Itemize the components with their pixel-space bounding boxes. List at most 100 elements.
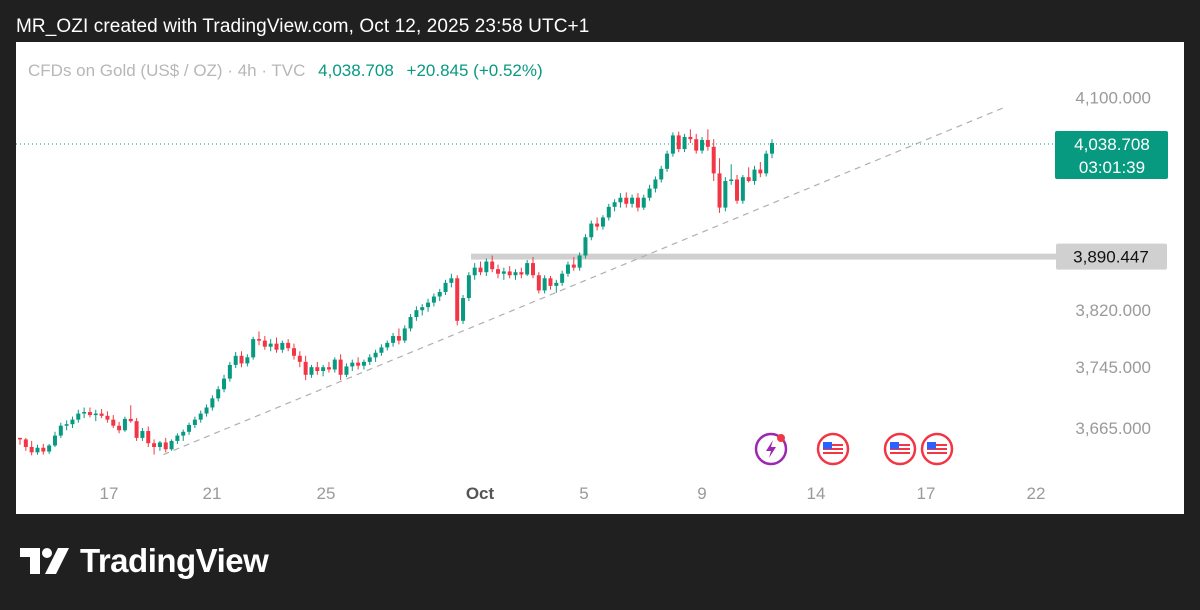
candle-body — [402, 328, 407, 341]
candle-body — [326, 367, 331, 370]
candle-body — [560, 273, 565, 283]
candle-body — [746, 177, 751, 181]
candle-body — [764, 153, 769, 174]
candles — [18, 129, 774, 456]
candle — [461, 295, 466, 324]
candle-body — [268, 343, 273, 347]
candle-countdown: 03:01:39 — [1079, 158, 1145, 177]
candle-body — [565, 264, 570, 274]
symbol-legend: CFDs on Gold (US$ / OZ) · 4h · TVC 4,038… — [28, 61, 543, 81]
flag-stripe — [890, 452, 910, 454]
candle-body — [204, 407, 209, 414]
flag-canton — [890, 442, 899, 449]
x-tick-label: 17 — [100, 484, 119, 503]
candle — [47, 443, 52, 454]
candle — [321, 364, 326, 377]
us-flag-icon[interactable] — [816, 432, 850, 466]
candle — [705, 129, 710, 151]
candle-body — [700, 139, 705, 151]
level-price-label: 3,890.447 — [1073, 248, 1149, 267]
candle — [152, 439, 157, 455]
event-dot — [777, 434, 785, 442]
candle — [402, 325, 407, 343]
candle-body — [198, 413, 203, 420]
lightning-event-icon[interactable] — [754, 432, 788, 466]
candle — [134, 418, 139, 441]
candle-body — [659, 168, 664, 180]
candle — [455, 275, 460, 326]
x-tick-label: 21 — [203, 484, 222, 503]
candle — [496, 264, 501, 279]
candle-body — [303, 361, 308, 375]
candle-body — [356, 362, 361, 366]
price-chart[interactable]: 4,200.0004,100.0003,820.0003,745.0003,66… — [16, 42, 1184, 514]
candle-body — [408, 317, 413, 329]
tradingview-logo-icon — [20, 548, 69, 574]
flag-stripe — [890, 444, 910, 446]
candle — [315, 361, 320, 375]
candle-body — [513, 272, 518, 276]
candle-body — [536, 275, 541, 291]
trendline-segment[interactable] — [163, 105, 1007, 456]
candle-body — [367, 357, 372, 362]
candle-body — [705, 139, 710, 147]
candle — [93, 409, 98, 422]
candle — [216, 386, 221, 402]
candle-body — [23, 439, 28, 447]
event-markers[interactable] — [754, 432, 954, 466]
candle — [630, 194, 635, 208]
candle — [519, 267, 524, 279]
candle-body — [735, 179, 740, 201]
candle-body — [41, 447, 46, 452]
candle-body — [99, 413, 104, 416]
candle-body — [29, 447, 34, 453]
tradingview-brand: TradingView — [18, 542, 269, 579]
candle — [268, 339, 273, 352]
candle — [740, 174, 745, 204]
candle — [466, 272, 471, 302]
candle-body — [665, 153, 670, 169]
candle-body — [461, 298, 466, 321]
chart-panel[interactable]: 4,200.0004,100.0003,820.0003,745.0003,66… — [16, 42, 1184, 514]
price-tag — [1055, 130, 1168, 179]
candle-body — [676, 135, 681, 150]
us-flag-icon[interactable] — [883, 432, 917, 466]
candle-body — [583, 237, 588, 256]
candle — [29, 440, 34, 456]
candle — [303, 355, 308, 381]
candle — [589, 220, 594, 241]
candle — [326, 361, 331, 373]
horizontal-level[interactable]: 3,890.447 — [471, 243, 1167, 270]
candle-body — [373, 352, 378, 358]
candle-body — [152, 443, 157, 447]
candle — [373, 349, 378, 362]
candle — [606, 203, 611, 221]
candle — [700, 136, 705, 154]
candle-body — [58, 425, 63, 436]
candle — [635, 193, 640, 212]
candle-body — [274, 343, 279, 350]
flag-stripe — [890, 448, 910, 450]
current-price-line: 4,038.708 03:01:39 — [16, 130, 1168, 179]
candle-body — [321, 367, 326, 371]
us-flag-icon[interactable] — [920, 432, 954, 466]
last-price: 4,038.708 — [318, 61, 394, 80]
candle — [717, 158, 722, 213]
x-tick-label: 5 — [579, 484, 588, 503]
candle-body — [542, 278, 547, 291]
candle-body — [554, 282, 559, 286]
symbol-description[interactable]: CFDs on Gold (US$ / OZ) · 4h · TVC — [28, 61, 306, 80]
candle-body — [548, 278, 553, 286]
candle-body — [414, 310, 419, 318]
candle — [309, 364, 314, 378]
candle-body — [338, 359, 343, 375]
candle — [233, 352, 238, 368]
candle — [117, 421, 122, 434]
candle — [420, 304, 425, 316]
trendline[interactable] — [163, 105, 1007, 456]
candle — [530, 257, 535, 279]
candle — [653, 176, 658, 193]
y-axis: 4,200.0004,100.0003,820.0003,745.0003,66… — [1075, 88, 1151, 438]
candle-body — [624, 197, 629, 204]
candle — [560, 270, 565, 286]
